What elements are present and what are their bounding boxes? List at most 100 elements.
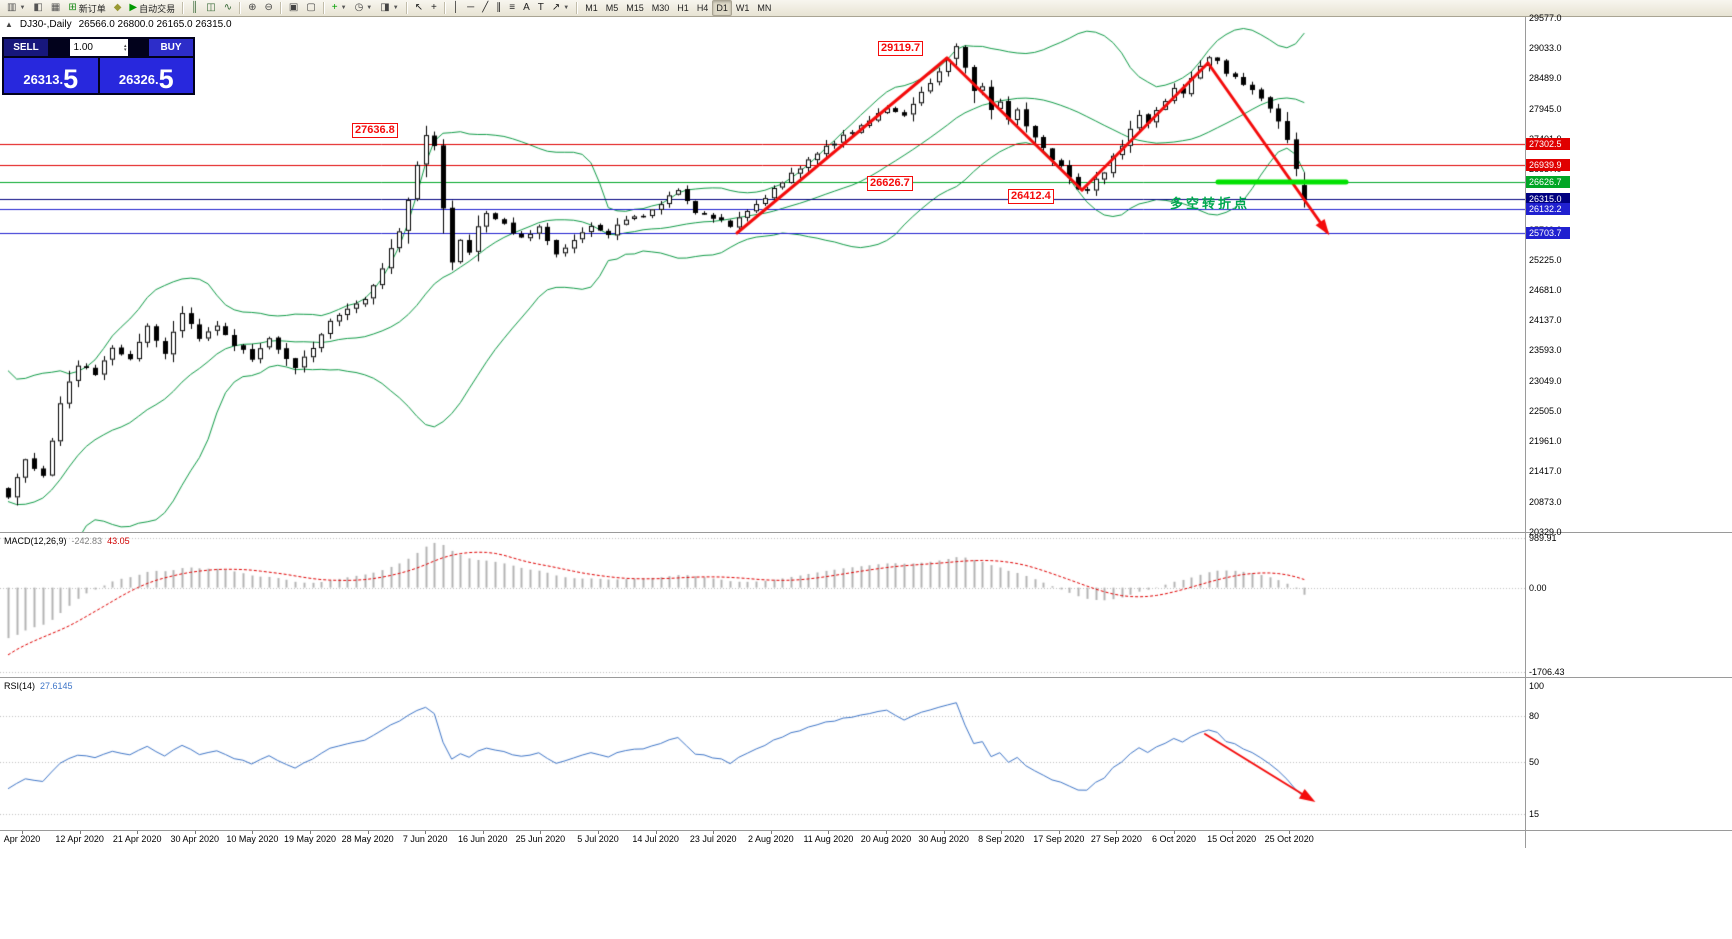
one-click-panel-toggle-icon[interactable]: ▲ bbox=[5, 20, 13, 29]
price-level-tag: 26939.9 bbox=[1526, 158, 1570, 171]
rsi-axis-tick: 100 bbox=[1529, 681, 1545, 691]
line-chart-button[interactable]: ∿ bbox=[220, 0, 236, 16]
label-button[interactable]: T bbox=[534, 0, 548, 16]
tile-windows-icon: ▣ bbox=[288, 2, 299, 13]
volume-value[interactable]: 1.00 bbox=[73, 42, 93, 53]
price-pane: ▲ DJ30-,Daily 26566.0 26800.0 26165.0 26… bbox=[0, 17, 1525, 533]
trade-prices-row: 26313. 5 26326. 5 bbox=[4, 58, 193, 93]
profiles-icon: ◧ bbox=[33, 2, 43, 13]
volume-up-icon[interactable]: ▴ bbox=[123, 42, 127, 49]
buy-price-fraction: 5 bbox=[158, 64, 174, 95]
price-axis-tick: 29577.0 bbox=[1529, 13, 1562, 23]
timeframe-m15-button[interactable]: M15 bbox=[622, 0, 648, 16]
volume-field[interactable]: 1.00 ▴ ▾ bbox=[69, 39, 128, 56]
templates-button[interactable]: ◨ ▼ bbox=[376, 0, 402, 16]
one-click-trading-panel: SELL 1.00 ▴ ▾ BUY 26313. 5 bbox=[2, 37, 195, 95]
timeframe-w1-button[interactable]: W1 bbox=[732, 0, 754, 16]
crosshair-icon: + bbox=[431, 2, 437, 13]
price-axis-tick: 22505.0 bbox=[1529, 405, 1562, 416]
dropdown-caret-icon: ▼ bbox=[366, 5, 373, 11]
price-axis[interactable]: 29577.029033.028489.027945.027401.026857… bbox=[1525, 13, 1732, 537]
channel-button[interactable]: ∥ bbox=[492, 0, 505, 16]
time-axis-label: 25 Oct 2020 bbox=[1264, 834, 1314, 844]
macd-axis[interactable]: 989.91 0.00 -1706.43 bbox=[1525, 533, 1732, 678]
text-button[interactable]: A bbox=[519, 0, 534, 16]
vertical-line-icon: │ bbox=[452, 2, 460, 13]
time-axis-label: 8 Sep 2020 bbox=[978, 834, 1025, 844]
zoom-in-button[interactable]: ⊕ bbox=[244, 0, 260, 16]
main-toolbar: ▥ ▼ ◧ ▦ ⊞ 新订单 ◆ ▶ 自动交易 ║ ◫ ∿ ⊕ ⊖ ▣ ▢ + ▼ ◷ ▼ ◨ ▼ ↖ + │ ─ ╱ ∥ ≡ A T ↗ ▼ M1… bbox=[0, 0, 1732, 17]
horizontal-line-button[interactable]: ─ bbox=[463, 0, 478, 16]
trade-panel-spacer bbox=[128, 39, 150, 56]
timeframe-m1-button[interactable]: M1 bbox=[581, 0, 602, 16]
time-axis-label: 30 Apr 2020 bbox=[170, 834, 220, 844]
sell-price-button[interactable]: 26313. 5 bbox=[4, 58, 98, 93]
timeframe-h1-button[interactable]: H1 bbox=[673, 0, 693, 16]
dropdown-caret-icon: ▼ bbox=[340, 5, 347, 11]
price-axis-tick: 21961.0 bbox=[1529, 436, 1562, 447]
crosshair-button[interactable]: + bbox=[427, 0, 441, 16]
cascade-windows-icon: ▢ bbox=[306, 2, 316, 13]
macd-name: MACD(12,26,9) bbox=[4, 536, 67, 546]
profiles-button[interactable]: ◧ bbox=[29, 0, 46, 16]
timeframe-d1-button[interactable]: D1 bbox=[712, 0, 732, 16]
turning-point-label[interactable]: 多空转折点 bbox=[1170, 196, 1251, 211]
price-axis-tick: 21417.0 bbox=[1529, 466, 1562, 477]
window-list-button[interactable]: ▦ bbox=[47, 0, 64, 16]
volume-down-icon[interactable]: ▾ bbox=[123, 46, 127, 53]
timeframe-m5-button[interactable]: M5 bbox=[602, 0, 623, 16]
price-callout-label[interactable]: 26626.7 bbox=[867, 176, 913, 191]
annotation-layer: 27636.8 29119.7 26626.7 26412.4 bbox=[0, 17, 1525, 532]
timeframe-h4-button-label: H4 bbox=[696, 3, 709, 13]
time-axis[interactable]: Apr 2020 12 Apr 2020 21 Apr 2020 30 Apr 202… bbox=[0, 831, 1525, 848]
arrows-button[interactable]: ↗ ▼ bbox=[548, 0, 573, 16]
tile-windows-button[interactable]: ▣ bbox=[285, 0, 302, 16]
price-axis-tick: 28489.0 bbox=[1529, 73, 1562, 84]
candlestick-chart-button[interactable]: ◫ bbox=[202, 0, 219, 16]
fibonacci-button[interactable]: ≡ bbox=[505, 0, 519, 16]
timeframe-mn-button[interactable]: MN bbox=[753, 0, 775, 16]
trendline-icon: ╱ bbox=[482, 2, 489, 13]
metaeditor-button[interactable]: ◆ bbox=[110, 0, 126, 16]
cursor-button[interactable]: ↖ bbox=[411, 0, 427, 16]
vertical-line-button[interactable]: │ bbox=[449, 0, 463, 16]
time-axis-tick-mark bbox=[655, 831, 657, 834]
time-axis-tick-mark bbox=[482, 831, 484, 834]
buy-button[interactable]: BUY bbox=[149, 39, 193, 56]
toolbar-separator bbox=[182, 2, 185, 14]
toolbar-separator bbox=[443, 2, 446, 14]
trendline-button[interactable]: ╱ bbox=[478, 0, 492, 16]
label-icon: T bbox=[537, 2, 544, 13]
price-callout-label[interactable]: 27636.8 bbox=[352, 123, 398, 138]
time-axis-tick-mark bbox=[598, 831, 599, 834]
time-axis-label: 19 May 2020 bbox=[283, 834, 337, 844]
time-axis-label: 30 Aug 2020 bbox=[918, 834, 969, 844]
time-axis-label: 14 Jul 2020 bbox=[632, 834, 679, 844]
price-chart-canvas[interactable] bbox=[0, 17, 1525, 532]
indicators-button[interactable]: + ▼ bbox=[328, 0, 351, 16]
price-level-tag: 26132.2 bbox=[1526, 203, 1570, 216]
bar-chart-icon: ║ bbox=[191, 2, 199, 13]
buy-price-button[interactable]: 26326. 5 bbox=[99, 58, 193, 95]
new-chart-button[interactable]: ▥ ▼ bbox=[3, 0, 29, 16]
time-axis-tick-mark bbox=[1231, 831, 1233, 834]
new-order-button[interactable]: ⊞ 新订单 bbox=[64, 0, 109, 16]
timeframe-h4-button[interactable]: H4 bbox=[693, 0, 713, 16]
chart-ohlc-line: ▲ DJ30-,Daily 26566.0 26800.0 26165.0 26… bbox=[5, 19, 232, 30]
price-callout-label[interactable]: 26412.4 bbox=[1008, 189, 1054, 204]
rsi-canvas[interactable] bbox=[0, 678, 1525, 830]
cascade-windows-button[interactable]: ▢ bbox=[302, 0, 319, 16]
auto-trading-button[interactable]: ▶ 自动交易 bbox=[125, 0, 179, 16]
sell-button[interactable]: SELL bbox=[4, 39, 48, 56]
price-callout-label[interactable]: 29119.7 bbox=[878, 41, 924, 56]
rsi-axis-tick: 15 bbox=[1529, 809, 1540, 820]
timeframe-m30-button[interactable]: M30 bbox=[648, 0, 674, 16]
rsi-axis[interactable]: 100 80 50 15 bbox=[1525, 678, 1732, 831]
macd-value: -242.83 bbox=[71, 536, 103, 546]
rsi-pane: RSI(14) 27.6145 bbox=[0, 678, 1525, 831]
zoom-out-button[interactable]: ⊖ bbox=[260, 0, 276, 16]
bar-chart-button[interactable]: ║ bbox=[187, 0, 202, 16]
periods-button[interactable]: ◷ ▼ bbox=[351, 0, 377, 16]
macd-canvas[interactable] bbox=[0, 533, 1525, 677]
volume-spinner[interactable]: ▴ ▾ bbox=[123, 42, 127, 53]
